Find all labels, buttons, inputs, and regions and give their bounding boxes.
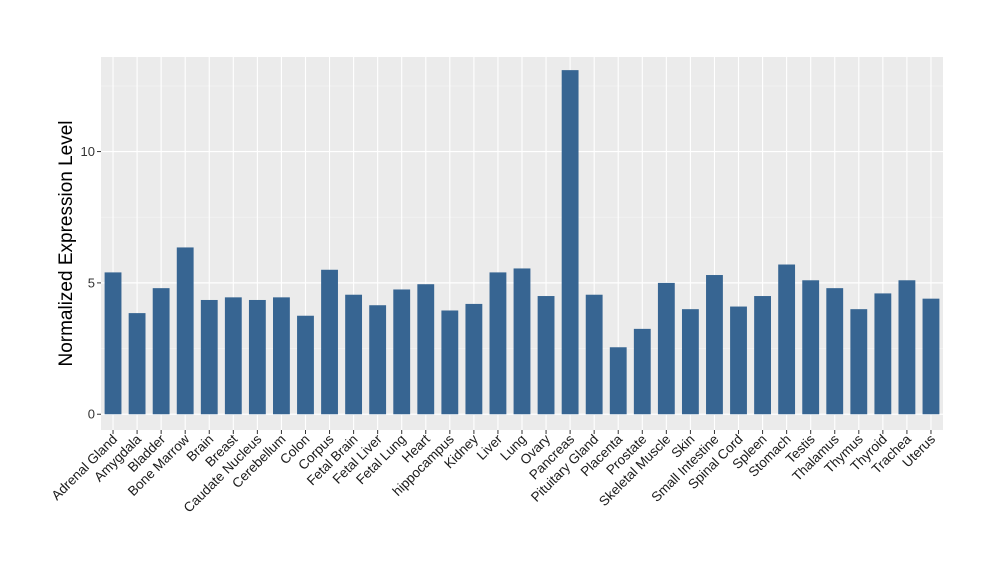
bar bbox=[633, 328, 651, 415]
bar bbox=[585, 294, 603, 415]
bar bbox=[104, 272, 122, 415]
bar bbox=[465, 303, 483, 415]
bar bbox=[128, 313, 146, 415]
bar bbox=[730, 306, 747, 415]
bars bbox=[104, 70, 940, 415]
y-axis: 0 5 10 bbox=[81, 144, 101, 422]
bar bbox=[393, 289, 411, 415]
y-tick-label: 0 bbox=[88, 407, 95, 422]
bar bbox=[513, 268, 531, 415]
bar bbox=[609, 347, 627, 415]
bar bbox=[706, 275, 723, 415]
bar bbox=[778, 264, 796, 415]
bar bbox=[537, 296, 555, 415]
bar bbox=[850, 309, 868, 415]
x-tick-label: Liver bbox=[474, 431, 506, 463]
bar bbox=[802, 280, 820, 415]
bar bbox=[200, 299, 218, 415]
bar bbox=[657, 282, 675, 415]
bar bbox=[273, 297, 290, 415]
y-axis-title: Normalized Expression Level bbox=[56, 120, 77, 366]
bar bbox=[369, 305, 387, 415]
bar bbox=[681, 309, 699, 415]
bar bbox=[754, 296, 771, 415]
y-tick-label: 5 bbox=[88, 275, 95, 290]
bar bbox=[297, 315, 314, 415]
bar bbox=[321, 269, 338, 415]
bar bbox=[176, 247, 194, 415]
bar bbox=[898, 280, 916, 415]
bar bbox=[874, 293, 892, 415]
bar bbox=[441, 310, 459, 415]
bar bbox=[417, 284, 435, 415]
bar bbox=[248, 299, 266, 415]
bar bbox=[922, 298, 940, 415]
bar bbox=[152, 288, 170, 415]
y-tick-label: 10 bbox=[81, 144, 95, 159]
bar bbox=[561, 70, 579, 415]
bar bbox=[826, 288, 844, 415]
bar bbox=[224, 297, 242, 415]
bar bbox=[345, 294, 363, 415]
bar bbox=[489, 272, 507, 415]
